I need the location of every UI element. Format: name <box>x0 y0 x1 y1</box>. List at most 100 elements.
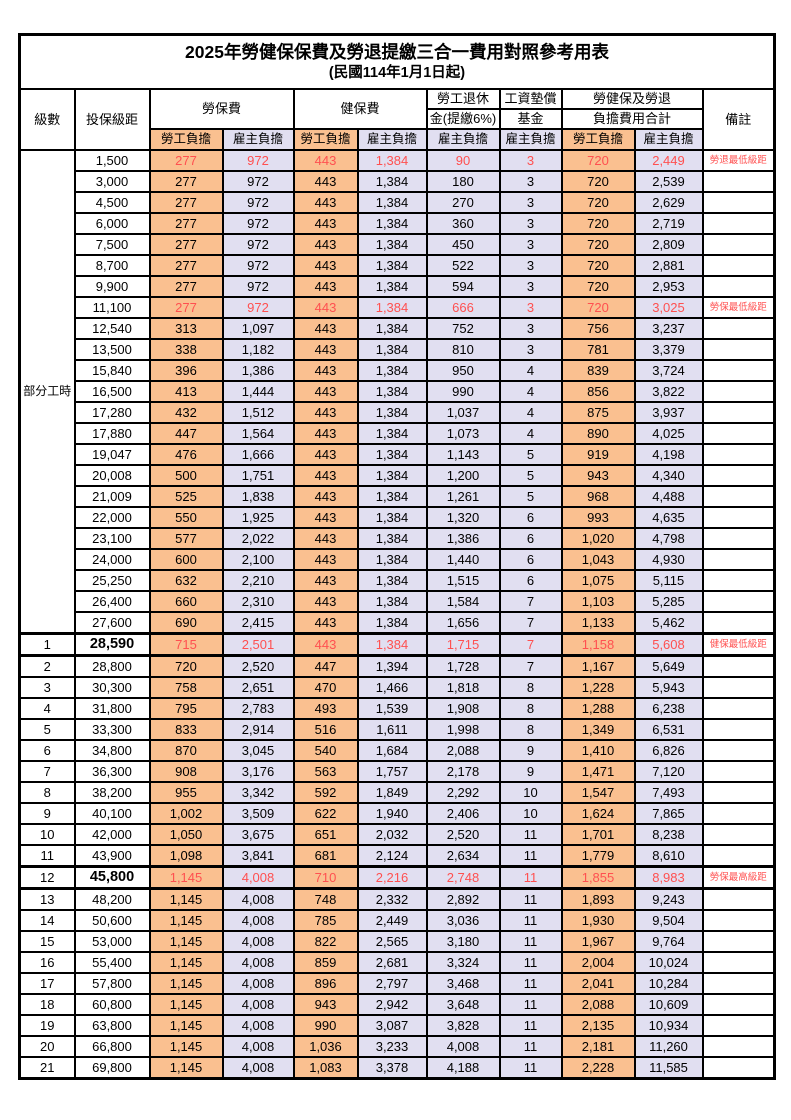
cell-labor-employer: 1,512 <box>221 401 295 424</box>
cell-total-employee: 839 <box>560 359 636 382</box>
cell-level: 17 <box>18 972 76 995</box>
cell-health-employee: 681 <box>292 844 359 868</box>
table-row: 24,000 600 2,100 443 1,384 1,440 6 1,043 4,930 <box>20 548 776 571</box>
cell-level: 8 <box>18 781 76 804</box>
cell-bracket: 4,500 <box>73 191 151 214</box>
cell-labor-employee: 720 <box>148 654 224 678</box>
cell-wagefund-employer: 5 <box>498 464 563 487</box>
cell-bracket: 28,800 <box>73 654 151 678</box>
cell-health-employee: 493 <box>292 697 359 720</box>
cell-level: 21 <box>18 1056 76 1080</box>
cell-note <box>701 739 776 762</box>
cell-pension-employer: 1,998 <box>425 718 501 741</box>
cell-total-employer: 4,340 <box>633 464 704 487</box>
cell-bracket: 28,590 <box>73 632 151 657</box>
cell-labor-employee: 313 <box>148 317 224 340</box>
header-sub-row: 勞工負擔 雇主負擔 勞工負擔 雇主負擔 雇主負擔 雇主負擔 勞工負擔 雇主負擔 <box>20 128 775 151</box>
cell-health-employee: 516 <box>292 718 359 741</box>
cell-total-employer: 3,822 <box>633 380 704 403</box>
table-row: 10 42,000 1,050 3,675 651 2,032 2,520 11 1,701 8,… <box>18 823 776 846</box>
cell-wagefund-employer: 3 <box>498 170 563 193</box>
cell-labor-employer: 4,008 <box>221 909 295 932</box>
cell-health-employer: 1,466 <box>356 676 428 699</box>
col-header-level: 級數 <box>18 88 76 151</box>
cell-total-employer: 5,285 <box>633 590 704 613</box>
table-row: 11,100 277 972 443 1,384 666 3 720 3,025 勞保最低級距 <box>20 296 776 319</box>
table-row: 9 40,100 1,002 3,509 622 1,940 2,406 10 1,624 7,8… <box>18 802 776 825</box>
cell-labor-employer: 2,022 <box>221 527 295 550</box>
cell-note <box>701 548 776 571</box>
cell-level: 11 <box>18 844 76 868</box>
cell-bracket: 40,100 <box>73 802 151 825</box>
table-row: 9,900 277 972 443 1,384 594 3 720 2,953 <box>20 275 776 298</box>
cell-labor-employer: 1,838 <box>221 485 295 508</box>
cell-note <box>701 191 776 214</box>
cell-pension-employer: 1,715 <box>425 632 501 657</box>
cell-total-employer: 3,379 <box>633 338 704 361</box>
cell-bracket: 53,000 <box>73 930 151 953</box>
table-row: 19 63,800 1,145 4,008 990 3,087 3,828 11 2,135 10… <box>18 1014 776 1037</box>
subheader-total-employer: 雇主負擔 <box>633 128 704 151</box>
cell-note <box>701 951 776 974</box>
cell-note <box>701 993 776 1016</box>
cell-pension-employer: 1,728 <box>425 654 501 678</box>
cell-health-employee: 443 <box>292 422 359 445</box>
cell-labor-employer: 4,008 <box>221 993 295 1016</box>
cell-total-employer: 2,629 <box>633 191 704 214</box>
cell-wagefund-employer: 6 <box>498 548 563 571</box>
cell-level: 19 <box>18 1014 76 1037</box>
cell-bracket: 22,000 <box>73 506 151 529</box>
cell-labor-employer: 2,520 <box>221 654 295 678</box>
cell-health-employee: 859 <box>292 951 359 974</box>
cell-total-employee: 720 <box>560 212 636 235</box>
table-row: 3 30,300 758 2,651 470 1,466 1,818 8 1,228 5,943 <box>18 676 776 699</box>
cell-health-employee: 822 <box>292 930 359 953</box>
cell-note <box>701 802 776 825</box>
cell-wagefund-employer: 6 <box>498 527 563 550</box>
cell-pension-employer: 950 <box>425 359 501 382</box>
cell-total-employee: 1,893 <box>560 887 636 911</box>
cell-health-employer: 3,378 <box>356 1056 428 1080</box>
table-row: 8,700 277 972 443 1,384 522 3 720 2,881 <box>20 254 776 277</box>
page-title: 2025年勞健保保費及勞退提繳三合一費用對照參考用表 <box>185 42 609 62</box>
col-header-pension-group-line2: 金(提繳6%) <box>425 108 501 130</box>
cell-note <box>701 569 776 592</box>
cell-level: 5 <box>18 718 76 741</box>
cell-note: 勞保最低級距 <box>701 296 776 319</box>
cell-total-employee: 720 <box>560 233 636 256</box>
cell-labor-employee: 277 <box>148 296 224 319</box>
cell-wagefund-employer: 3 <box>498 149 563 172</box>
cell-total-employee: 756 <box>560 317 636 340</box>
cell-level: 12 <box>18 865 76 890</box>
cell-total-employee: 720 <box>560 149 636 172</box>
cell-level: 16 <box>18 951 76 974</box>
cell-bracket: 38,200 <box>73 781 151 804</box>
table-row: 16,500 413 1,444 443 1,384 990 4 856 3,822 <box>20 380 776 403</box>
cell-bracket: 17,280 <box>73 401 151 424</box>
cell-note: 勞保最高級距 <box>701 865 776 890</box>
cell-labor-employee: 690 <box>148 611 224 635</box>
cell-health-employer: 1,611 <box>356 718 428 741</box>
cell-labor-employer: 1,097 <box>221 317 295 340</box>
cell-health-employer: 1,384 <box>356 317 428 340</box>
cell-pension-employer: 2,088 <box>425 739 501 762</box>
cell-bracket: 9,900 <box>73 275 151 298</box>
cell-note <box>701 1035 776 1058</box>
cell-labor-employer: 1,182 <box>221 338 295 361</box>
cell-total-employer: 3,025 <box>633 296 704 319</box>
cell-health-employee: 943 <box>292 993 359 1016</box>
cell-labor-employee: 833 <box>148 718 224 741</box>
cell-pension-employer: 3,036 <box>425 909 501 932</box>
cell-health-employee: 1,036 <box>292 1035 359 1058</box>
cell-health-employee: 443 <box>292 611 359 635</box>
cell-note <box>701 590 776 613</box>
cell-total-employer: 8,238 <box>633 823 704 846</box>
cell-total-employee: 2,135 <box>560 1014 636 1037</box>
cell-labor-employee: 1,002 <box>148 802 224 825</box>
cell-labor-employer: 972 <box>221 275 295 298</box>
cell-pension-employer: 1,584 <box>425 590 501 613</box>
table-row: 19,047 476 1,666 443 1,384 1,143 5 919 4,198 <box>20 443 776 466</box>
table-row: 27,600 690 2,415 443 1,384 1,656 7 1,133 5,462 <box>20 611 776 635</box>
cell-wagefund-employer: 4 <box>498 401 563 424</box>
cell-wagefund-employer: 7 <box>498 654 563 678</box>
